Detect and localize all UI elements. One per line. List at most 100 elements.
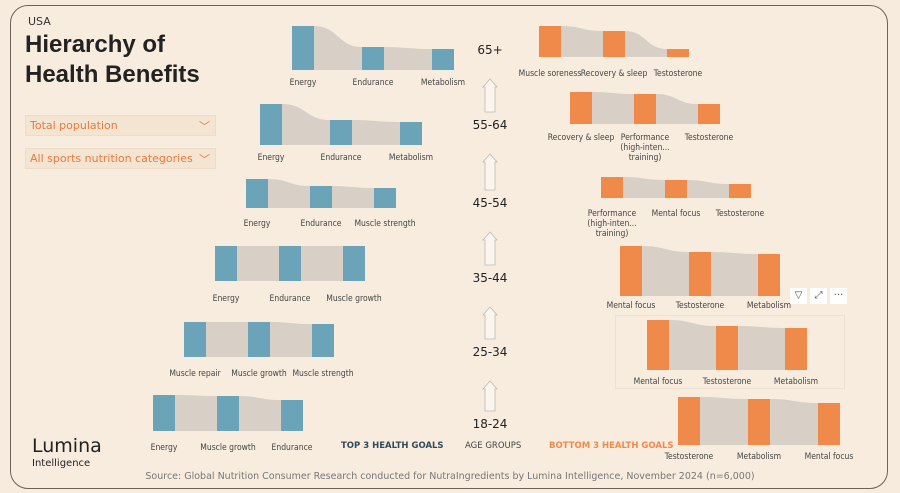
ribbon xyxy=(314,26,362,70)
bottom-bar[interactable] xyxy=(665,180,687,198)
top-bar[interactable] xyxy=(184,322,206,357)
ribbon xyxy=(711,252,758,296)
age-group-label: 18-24 xyxy=(472,417,508,431)
top-bar[interactable] xyxy=(260,104,282,145)
arrow-up-icon xyxy=(482,231,498,266)
bottom-bar-label: Recovery & sleep xyxy=(580,69,648,79)
top-chart-35-44 xyxy=(215,246,365,281)
top-bar[interactable] xyxy=(279,246,301,281)
top-bar[interactable] xyxy=(330,120,352,145)
bottom-bar[interactable] xyxy=(729,184,751,198)
visual-toolbar: ▽ ⤢ ··· xyxy=(790,288,847,304)
top-bar-label: Muscle growth xyxy=(200,443,256,453)
top-bar[interactable] xyxy=(343,246,365,281)
bottom-bar[interactable] xyxy=(748,399,770,445)
bottom-bar-label: Performance (high-inten... training) xyxy=(620,133,670,163)
page-title: Hierarchy of Health Benefits xyxy=(25,31,200,88)
legend-age-groups: AGE GROUPS xyxy=(465,441,522,451)
ribbon xyxy=(738,326,785,370)
age-group-label: 55-64 xyxy=(472,118,508,132)
bottom-bar-label: Mental focus xyxy=(804,452,854,462)
ribbon xyxy=(625,31,667,57)
chevron-down-icon: ﹀ xyxy=(199,120,210,133)
age-group-label: 35-44 xyxy=(472,271,508,285)
ribbon xyxy=(384,47,432,70)
top-bar[interactable] xyxy=(400,122,422,145)
bottom-bar[interactable] xyxy=(647,320,669,370)
bottom-bar[interactable] xyxy=(678,397,700,445)
ribbon xyxy=(239,396,281,431)
bottom-chart-45-54 xyxy=(601,177,751,198)
legend-top-goals: TOP 3 HEALTH GOALS xyxy=(341,441,444,451)
top-bar[interactable] xyxy=(362,47,384,70)
arrow-up-icon xyxy=(482,153,498,191)
category-dropdown[interactable]: All sports nutrition categories ﹀ xyxy=(25,148,216,169)
top-bar[interactable] xyxy=(374,188,396,208)
top-bar[interactable] xyxy=(312,324,334,357)
top-chart-25-34 xyxy=(184,322,334,357)
filter-icon[interactable]: ▽ xyxy=(790,288,807,304)
top-bar[interactable] xyxy=(310,186,332,208)
top-bar-label: Endurance xyxy=(300,219,342,229)
ribbon xyxy=(268,179,310,208)
bottom-bar[interactable] xyxy=(785,328,807,370)
ribbon xyxy=(669,320,716,370)
top-bar-label: Muscle growth xyxy=(231,369,287,379)
ribbon xyxy=(561,26,603,57)
bottom-bar[interactable] xyxy=(601,177,623,198)
bottom-bar-label: Mental focus xyxy=(651,209,701,219)
bottom-bar[interactable] xyxy=(667,49,689,57)
bottom-bar[interactable] xyxy=(634,94,656,124)
ribbon xyxy=(656,94,698,124)
category-dropdown-label: All sports nutrition categories xyxy=(30,152,193,165)
ribbon xyxy=(282,104,330,145)
country-label: USA xyxy=(28,15,51,28)
bottom-bar[interactable] xyxy=(698,104,720,124)
top-bar[interactable] xyxy=(432,49,454,70)
bottom-bar[interactable] xyxy=(818,403,840,445)
top-bar-label: Energy xyxy=(212,294,240,304)
ribbon xyxy=(592,92,634,124)
top-chart-18-24 xyxy=(153,395,303,431)
top-bar-label: Endurance xyxy=(352,78,394,88)
top-bar[interactable] xyxy=(215,246,237,281)
bottom-chart-55-64 xyxy=(570,92,720,124)
ribbon xyxy=(700,397,748,445)
selected-visual-outline xyxy=(615,315,845,389)
top-bar[interactable] xyxy=(217,396,239,431)
more-options-icon[interactable]: ··· xyxy=(830,288,847,304)
bottom-bar-label: Muscle soreness xyxy=(518,69,582,79)
top-bar-label: Endurance xyxy=(320,153,362,163)
bottom-bar-label: Metabolism xyxy=(736,452,782,462)
top-bar-label: Muscle growth xyxy=(326,294,382,304)
chevron-down-icon: ﹀ xyxy=(199,153,210,166)
bottom-bar[interactable] xyxy=(758,254,780,296)
population-dropdown[interactable]: Total population ﹀ xyxy=(25,115,216,136)
bottom-bar[interactable] xyxy=(603,31,625,57)
top-chart-65+ xyxy=(292,26,454,70)
bottom-bar-label: Testosterone xyxy=(684,133,734,143)
top-chart-55-64 xyxy=(260,104,422,145)
ribbon xyxy=(642,246,689,296)
top-bar[interactable] xyxy=(248,322,270,357)
top-bar[interactable] xyxy=(246,179,268,208)
bottom-bar[interactable] xyxy=(539,26,561,57)
focus-mode-icon[interactable]: ⤢ xyxy=(810,288,827,304)
bottom-chart-35-44 xyxy=(620,246,780,296)
top-bar[interactable] xyxy=(281,400,303,431)
legend-bottom-goals: BOTTOM 3 HEALTH GOALS xyxy=(549,441,674,451)
bottom-bar[interactable] xyxy=(716,326,738,370)
bottom-bar-label: Metabolism xyxy=(773,377,819,387)
bottom-bar[interactable] xyxy=(689,252,711,296)
bottom-bar[interactable] xyxy=(620,246,642,296)
population-dropdown-label: Total population xyxy=(30,119,118,132)
bottom-bar[interactable] xyxy=(570,92,592,124)
top-bar[interactable] xyxy=(153,395,175,431)
ribbon xyxy=(270,322,312,357)
bottom-bar-label: Testosterone xyxy=(675,301,725,311)
top-bar[interactable] xyxy=(292,26,314,70)
ribbon xyxy=(332,186,374,208)
top-chart-45-54 xyxy=(246,179,396,208)
bottom-chart-65+ xyxy=(539,26,689,57)
